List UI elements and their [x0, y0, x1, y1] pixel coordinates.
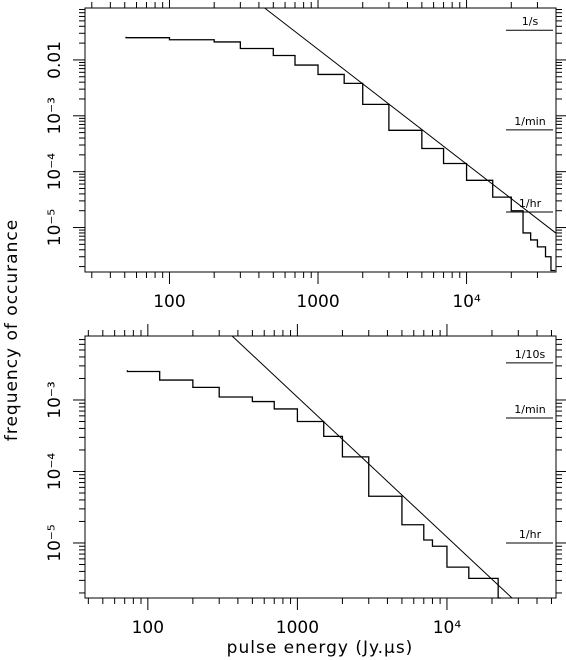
- histogram-step: [125, 36, 556, 272]
- rate-label: 1/hr: [519, 197, 542, 210]
- y-tick-label: 10⁻⁵: [45, 524, 65, 561]
- plot-frame: [84, 7, 557, 273]
- y-tick-label: 10⁻⁴: [45, 153, 65, 191]
- x-tick-label: 100: [132, 618, 164, 638]
- y-tick-label: 10⁻³: [45, 381, 65, 418]
- power-law-fit: [264, 7, 556, 234]
- y-tick-label: 10⁻⁵: [45, 209, 65, 246]
- x-axis-label: pulse energy (Jy.μs): [227, 638, 414, 658]
- x-tick-label: 1000: [296, 292, 339, 312]
- y-tick-label: 10⁻³: [45, 97, 65, 134]
- rate-label: 1/min: [514, 115, 545, 128]
- plot-frame: [84, 335, 557, 599]
- y-tick-label: 0.01: [45, 41, 65, 79]
- rate-label: 1/min: [514, 403, 545, 416]
- y-tick-label: 10⁻⁴: [45, 453, 65, 491]
- x-tick-label: 1000: [276, 618, 319, 638]
- y-axis-label: frequency of occurance: [2, 219, 22, 441]
- rate-label: 1/s: [522, 15, 539, 28]
- rate-label: 1/10s: [515, 348, 546, 361]
- x-tick-label: 10⁴: [452, 292, 481, 312]
- x-tick-label: 10⁴: [433, 618, 462, 638]
- x-tick-label: 100: [153, 292, 185, 312]
- histogram-step: [126, 370, 502, 599]
- rate-label: 1/hr: [519, 528, 542, 541]
- power-law-fit: [231, 335, 513, 599]
